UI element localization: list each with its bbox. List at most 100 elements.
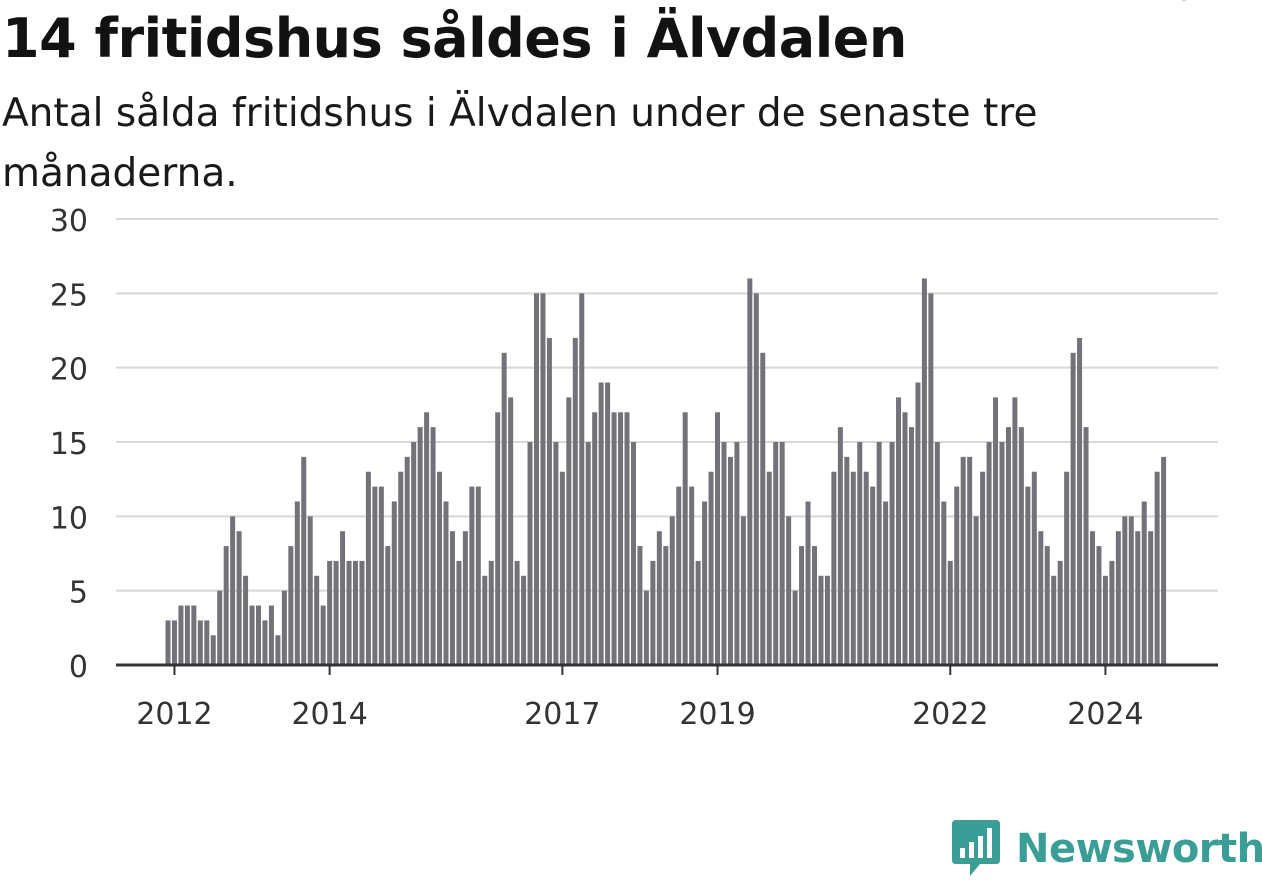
bar bbox=[1141, 501, 1147, 665]
bar bbox=[501, 352, 507, 665]
bar bbox=[908, 427, 914, 665]
bar bbox=[618, 412, 624, 665]
bar bbox=[1044, 546, 1050, 665]
bar bbox=[682, 412, 688, 665]
bar bbox=[281, 590, 287, 665]
bar bbox=[896, 397, 902, 665]
newsworthy-chart-icon bbox=[952, 820, 1000, 876]
bar bbox=[773, 442, 779, 665]
bar bbox=[1154, 471, 1160, 665]
bar bbox=[424, 412, 430, 665]
bar bbox=[385, 546, 391, 665]
bar bbox=[314, 575, 320, 665]
bar bbox=[999, 442, 1005, 665]
bar bbox=[598, 382, 604, 665]
bar bbox=[1115, 531, 1121, 665]
bar bbox=[844, 456, 850, 665]
bar bbox=[1077, 337, 1083, 665]
bar bbox=[365, 471, 371, 665]
bar bbox=[960, 456, 966, 665]
bar bbox=[643, 590, 649, 665]
bar bbox=[378, 486, 384, 665]
bar bbox=[695, 560, 701, 665]
bar bbox=[294, 501, 300, 665]
bar bbox=[437, 471, 443, 665]
bar bbox=[921, 278, 927, 665]
bar bbox=[928, 293, 934, 665]
chart-subtitle: Antal sålda fritidshus i Älvdalen under … bbox=[2, 91, 1038, 196]
y-tick-label: 10 bbox=[50, 501, 88, 536]
bar bbox=[753, 293, 759, 665]
bar bbox=[805, 501, 811, 665]
bar bbox=[191, 605, 197, 665]
bar bbox=[1070, 352, 1076, 665]
bar bbox=[1148, 531, 1154, 665]
bar bbox=[676, 486, 682, 665]
bar bbox=[1083, 427, 1089, 665]
bar bbox=[1038, 531, 1044, 665]
bar bbox=[689, 486, 695, 665]
y-tick-label: 5 bbox=[69, 576, 88, 611]
bar bbox=[1012, 397, 1018, 665]
y-tick-label: 20 bbox=[50, 353, 88, 388]
y-tick-label: 25 bbox=[50, 278, 88, 313]
bar bbox=[747, 278, 753, 665]
bar bbox=[760, 352, 766, 665]
bar bbox=[333, 560, 339, 665]
bar bbox=[669, 516, 675, 665]
bar bbox=[934, 442, 940, 665]
bar bbox=[708, 471, 714, 665]
gridlines bbox=[116, 218, 1218, 592]
bar bbox=[327, 560, 333, 665]
bar bbox=[592, 412, 598, 665]
bar bbox=[1096, 546, 1102, 665]
bar bbox=[902, 412, 908, 665]
bar bbox=[1018, 427, 1024, 665]
bar bbox=[256, 605, 262, 665]
bar bbox=[915, 382, 921, 665]
x-tick-label: 2019 bbox=[679, 697, 755, 732]
bar bbox=[1089, 531, 1095, 665]
bar bbox=[973, 516, 979, 665]
bar bbox=[876, 442, 882, 665]
bar bbox=[824, 575, 830, 665]
bar bbox=[449, 531, 455, 665]
bar bbox=[779, 442, 785, 665]
bar bbox=[611, 412, 617, 665]
bar bbox=[566, 397, 572, 665]
bar bbox=[1057, 560, 1063, 665]
bar bbox=[1031, 471, 1037, 665]
axes bbox=[116, 663, 1218, 675]
bar bbox=[171, 620, 177, 665]
bar bbox=[799, 546, 805, 665]
bar bbox=[204, 620, 210, 665]
x-tick-label: 2017 bbox=[524, 697, 600, 732]
bar bbox=[889, 442, 895, 665]
bar bbox=[812, 546, 817, 665]
bar bbox=[352, 560, 358, 665]
bar bbox=[307, 516, 313, 665]
bar bbox=[508, 397, 514, 665]
bar bbox=[850, 471, 856, 665]
bar bbox=[430, 427, 436, 665]
bar bbox=[210, 635, 216, 665]
bar bbox=[184, 605, 190, 665]
bar bbox=[585, 442, 591, 665]
bar bbox=[702, 501, 708, 665]
bar bbox=[1122, 516, 1128, 665]
bar bbox=[301, 456, 307, 665]
bar bbox=[792, 590, 798, 665]
bar bbox=[346, 560, 352, 665]
x-tick-label: 2022 bbox=[912, 697, 988, 732]
bar bbox=[831, 471, 837, 665]
y-tick-label: 15 bbox=[50, 427, 88, 462]
bar bbox=[288, 546, 294, 665]
bar bbox=[993, 397, 999, 665]
bar bbox=[268, 605, 274, 665]
bar bbox=[559, 471, 565, 665]
y-tick-label: 30 bbox=[50, 204, 88, 239]
bar bbox=[870, 486, 876, 665]
bar bbox=[223, 546, 229, 665]
bar bbox=[727, 456, 733, 665]
bar bbox=[540, 293, 546, 665]
